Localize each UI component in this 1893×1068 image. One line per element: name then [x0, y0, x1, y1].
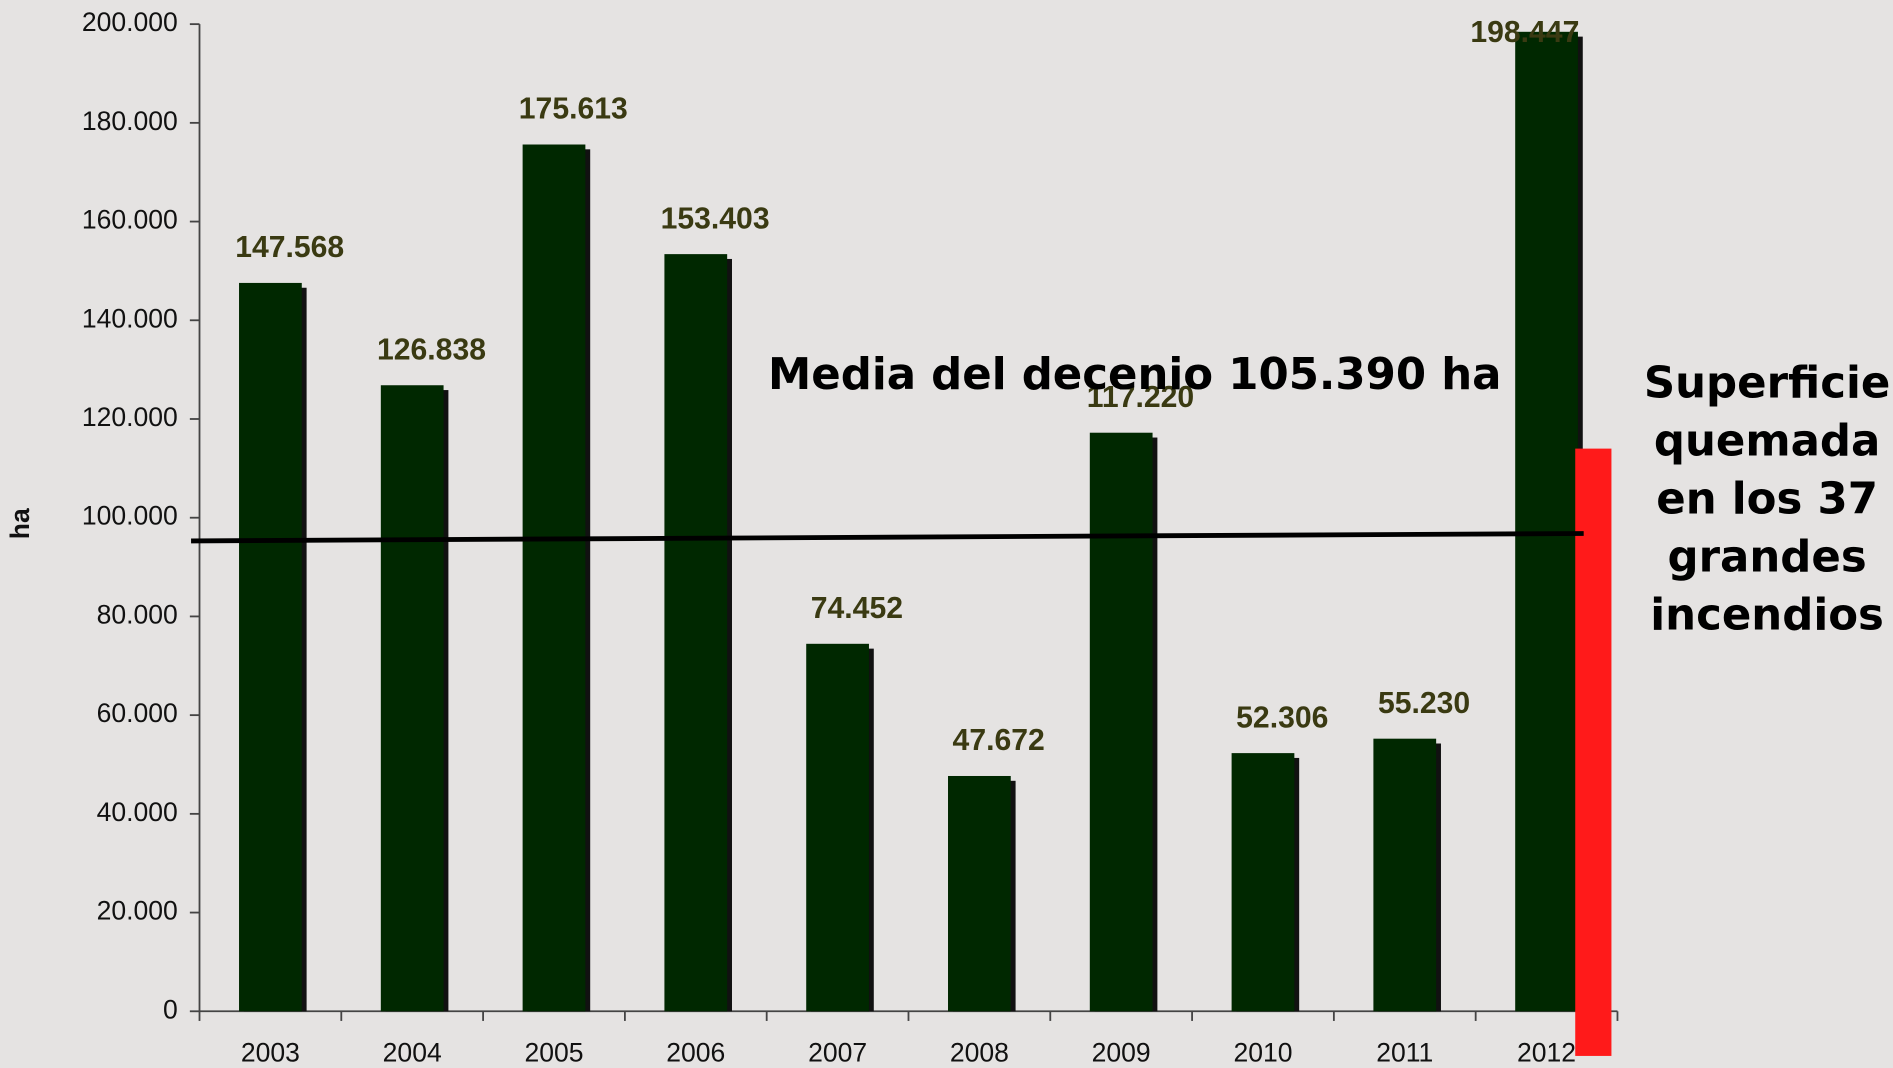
bar — [1089, 432, 1153, 1012]
x-tick-label: 2005 — [524, 1038, 583, 1068]
x-tick-label: 2008 — [950, 1038, 1009, 1068]
y-tick-label: 160.000 — [82, 205, 178, 235]
bar — [664, 254, 728, 1012]
value-label: 126.838 — [377, 333, 486, 366]
highlight-label: grandes — [1668, 532, 1867, 582]
y-axis-label: ha — [5, 508, 35, 539]
y-tick-label: 120.000 — [82, 402, 178, 432]
y-tick-label: 40.000 — [97, 797, 178, 827]
bar — [1373, 738, 1437, 1012]
highlight-label: incendios — [1650, 590, 1884, 640]
value-label: 198.447 — [1470, 16, 1579, 49]
x-tick-label: 2006 — [666, 1038, 725, 1068]
y-tick-label: 20.000 — [97, 896, 178, 926]
x-tick-label: 2010 — [1233, 1038, 1292, 1068]
bar — [380, 385, 444, 1012]
y-tick-label: 140.000 — [82, 303, 178, 333]
value-label: 74.452 — [811, 592, 903, 625]
bar — [1231, 753, 1295, 1012]
highlight-label: quemada — [1654, 417, 1880, 467]
value-label: 47.672 — [953, 724, 1045, 757]
value-label: 147.568 — [235, 231, 344, 264]
y-tick-label: 0 — [163, 994, 178, 1024]
y-tick-label: 180.000 — [82, 106, 178, 136]
x-tick-label: 2012 — [1517, 1038, 1576, 1068]
x-tick-label: 2003 — [241, 1038, 300, 1068]
value-label: 55.230 — [1378, 687, 1470, 720]
value-label: 153.403 — [661, 202, 770, 235]
bar — [522, 144, 586, 1012]
x-tick-label: 2004 — [383, 1038, 442, 1068]
bar — [948, 775, 1011, 1012]
bar — [1515, 31, 1578, 1012]
value-label: 117.220 — [1087, 381, 1194, 414]
reference-label: Media del decenio 105.390 ha — [768, 350, 1501, 400]
y-tick-label: 200.000 — [82, 7, 178, 37]
value-label: 175.613 — [519, 93, 628, 126]
highlight-bar — [1575, 448, 1612, 1056]
x-tick-label: 2007 — [808, 1038, 867, 1068]
reference-line — [191, 531, 1584, 544]
y-tick-label: 100.000 — [82, 501, 178, 531]
bar — [806, 643, 869, 1012]
y-tick-label: 60.000 — [97, 698, 178, 728]
highlight-label: en los 37 — [1656, 475, 1878, 525]
x-tick-label: 2011 — [1376, 1038, 1433, 1068]
bar — [239, 282, 302, 1012]
y-tick-label: 80.000 — [97, 599, 178, 629]
value-label: 52.306 — [1236, 701, 1328, 734]
highlight-label: Superficie — [1644, 359, 1890, 409]
x-tick-label: 2009 — [1092, 1038, 1151, 1068]
